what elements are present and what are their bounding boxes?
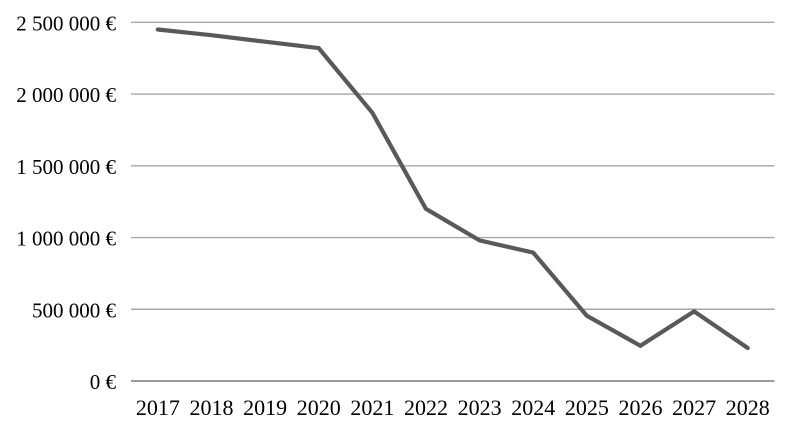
y-axis-tick-label: 1 500 000 € [16, 155, 116, 179]
y-axis-tick-label: 1 000 000 € [16, 227, 116, 251]
x-axis-tick-label: 2026 [618, 395, 662, 420]
x-axis-tick-label: 2019 [243, 395, 287, 420]
x-axis-tick-label: 2017 [136, 395, 180, 420]
x-axis-tick-label: 2024 [511, 395, 555, 420]
x-axis-tick-label: 2021 [350, 395, 394, 420]
x-axis-tick-label: 2023 [458, 395, 502, 420]
y-axis-tick-label: 0 € [90, 370, 117, 394]
x-axis-tick-label: 2022 [404, 395, 448, 420]
data-series-line [155, 27, 750, 351]
y-axis-tick-label: 500 000 € [32, 298, 117, 322]
x-axis-tick-label: 2025 [565, 395, 609, 420]
y-axis-tick-label: 2 000 000 € [16, 83, 116, 107]
y-axis-tick-label: 2 500 000 € [16, 11, 116, 35]
x-axis-tick-label: 2028 [726, 395, 770, 420]
x-axis-tick-label: 2020 [297, 395, 341, 420]
x-axis-tick-label: 2018 [189, 395, 233, 420]
x-axis-tick-label: 2027 [672, 395, 716, 420]
